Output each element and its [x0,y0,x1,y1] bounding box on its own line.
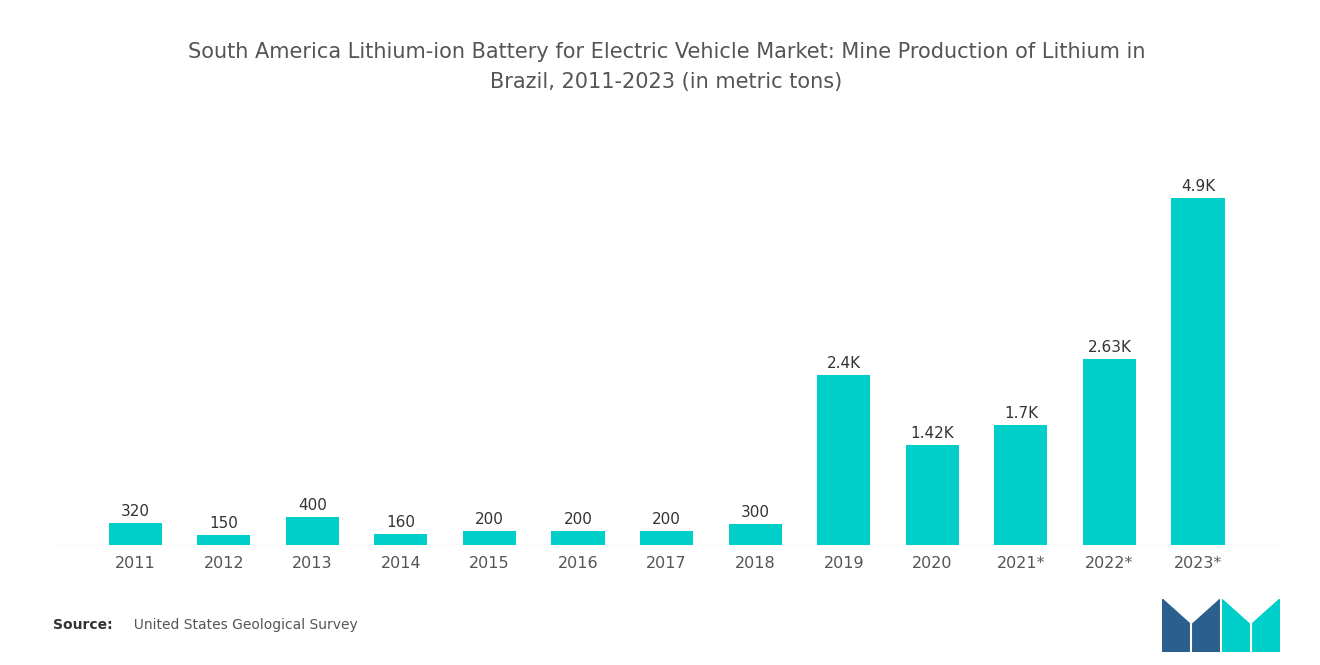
Bar [552,531,605,545]
Bar [906,445,958,545]
Text: 2.63K: 2.63K [1088,340,1131,355]
Polygon shape [1162,598,1221,652]
Bar [285,517,339,545]
Bar [994,425,1048,545]
Text: 1.7K: 1.7K [1003,406,1038,421]
Text: 200: 200 [652,512,681,527]
Text: 160: 160 [387,515,416,530]
Bar [375,534,428,545]
Text: 300: 300 [741,505,770,520]
Title: South America Lithium-ion Battery for Electric Vehicle Market: Mine Production o: South America Lithium-ion Battery for El… [187,43,1146,92]
Bar [817,375,870,545]
Bar [108,523,162,545]
Bar [640,531,693,545]
Text: Source:: Source: [53,618,112,632]
Bar [1171,198,1225,545]
Text: 200: 200 [564,512,593,527]
Text: United States Geological Survey: United States Geological Survey [125,618,358,632]
Bar [197,535,251,545]
Bar [463,531,516,545]
Text: 150: 150 [210,516,238,531]
Text: 200: 200 [475,512,504,527]
Text: 320: 320 [120,503,149,519]
Text: 400: 400 [298,498,327,513]
Bar [729,524,781,545]
Polygon shape [1221,598,1280,652]
Text: 4.9K: 4.9K [1181,179,1216,194]
Text: 1.42K: 1.42K [911,426,954,441]
Text: 2.4K: 2.4K [826,356,861,371]
Bar [1082,358,1137,545]
